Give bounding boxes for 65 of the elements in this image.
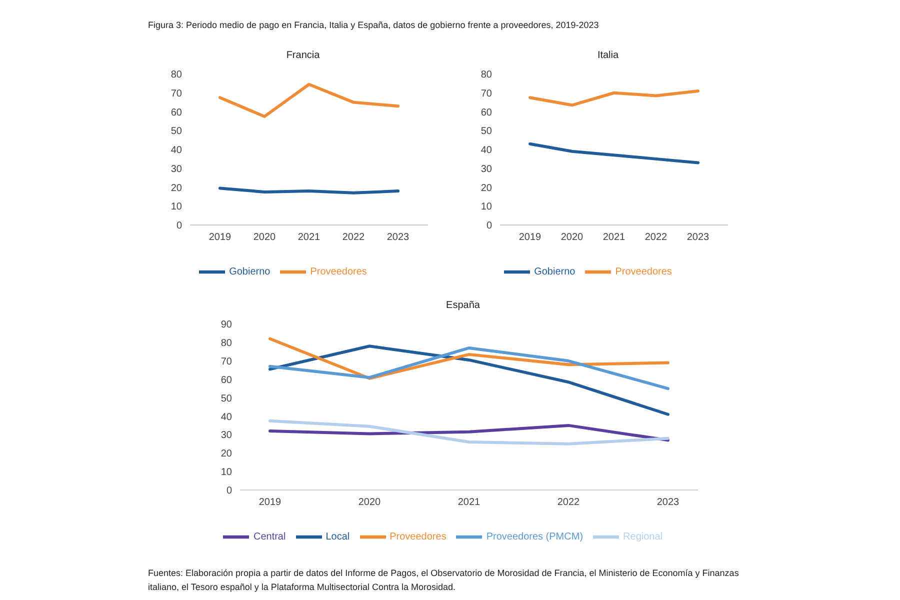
y-tick-label: 60 — [220, 374, 232, 386]
y-tick-label: 90 — [220, 320, 232, 331]
line-series — [268, 419, 670, 446]
line-series — [268, 337, 670, 380]
y-tick-label: 0 — [226, 486, 232, 497]
y-tick-label: 50 — [170, 126, 182, 138]
y-tick-label: 10 — [170, 202, 182, 213]
y-tick-label: 30 — [480, 164, 492, 175]
line-series — [268, 346, 670, 390]
chart-title: Italia — [596, 50, 620, 63]
y-tick-label: 40 — [480, 145, 492, 156]
y-tick-label: 50 — [220, 393, 232, 404]
x-tick-label: 2023 — [386, 232, 410, 244]
x-tick-label: 2021 — [458, 497, 481, 508]
legend-label: Gobierno — [229, 266, 270, 278]
y-tick-label: 20 — [480, 182, 492, 194]
legend-label: Central — [253, 532, 286, 543]
x-tick-label: 2023 — [656, 497, 680, 508]
x-tick-label: 2023 — [686, 232, 710, 244]
y-tick-label: 60 — [480, 107, 492, 118]
y-tick-label: 80 — [170, 70, 182, 81]
y-tick-label: 70 — [480, 88, 492, 100]
y-tick-label: 10 — [220, 467, 232, 478]
y-tick-label: 70 — [220, 356, 232, 368]
y-tick-label: 30 — [170, 164, 182, 175]
y-tick-label: 50 — [480, 126, 492, 138]
legend-label: Proveedores (PMCM) — [486, 532, 584, 543]
x-tick-label: 2022 — [644, 232, 668, 244]
x-tick-label: 2020 — [560, 232, 584, 244]
legend-label: Regional — [623, 532, 663, 543]
x-tick-label: 2021 — [602, 232, 626, 244]
y-tick-label: 20 — [170, 182, 182, 194]
legend-label: Gobierno — [534, 266, 576, 278]
x-tick-label: 2022 — [342, 232, 366, 244]
line-series — [218, 82, 400, 118]
chart-title: España — [445, 300, 481, 313]
y-tick-label: 0 — [176, 220, 182, 232]
line-series — [528, 89, 700, 107]
y-tick-label: 60 — [170, 107, 182, 118]
line-series — [268, 424, 670, 442]
x-tick-label: 2022 — [557, 497, 580, 508]
y-tick-label: 30 — [220, 430, 232, 442]
text: Figura 3: Periodo medio de pago en Francia, Italia y España, datos de gobierno frente a proveedores, 2019-2023 — [148, 20, 600, 30]
chart-title: Francia — [285, 50, 321, 63]
y-tick-label: 10 — [480, 202, 492, 213]
y-tick-label: 0 — [486, 220, 492, 232]
y-tick-label: 40 — [170, 145, 182, 156]
source-note: Fuentes: Elaboración propia a partir de datos del Informe de Pagos, el Observatorio de Morosidad de Francia, el Ministerio de Economía y Finanzas italiano, el Tesoro español y la Plataforma Multisectorial Contra la Morosidad. — [148, 567, 740, 594]
legend-label: Proveedores — [310, 266, 367, 278]
y-tick-label: 40 — [220, 412, 232, 423]
x-tick-label: 2019 — [258, 497, 282, 508]
x-tick-label: 2019 — [208, 232, 232, 244]
legend-label: Proveedores — [390, 532, 446, 543]
y-tick-label: 80 — [220, 338, 232, 349]
y-tick-label: 80 — [480, 70, 492, 81]
x-tick-label: 2020 — [358, 497, 382, 508]
x-tick-label: 2019 — [518, 232, 542, 244]
x-tick-label: 2020 — [253, 232, 276, 244]
x-tick-label: 2021 — [298, 232, 321, 244]
legend-label: Proveedores — [615, 266, 672, 278]
line-series — [528, 142, 700, 164]
y-tick-label: 70 — [170, 88, 182, 100]
y-tick-label: 20 — [220, 448, 232, 460]
line-series — [268, 344, 670, 416]
legend-label: Local — [326, 532, 350, 543]
